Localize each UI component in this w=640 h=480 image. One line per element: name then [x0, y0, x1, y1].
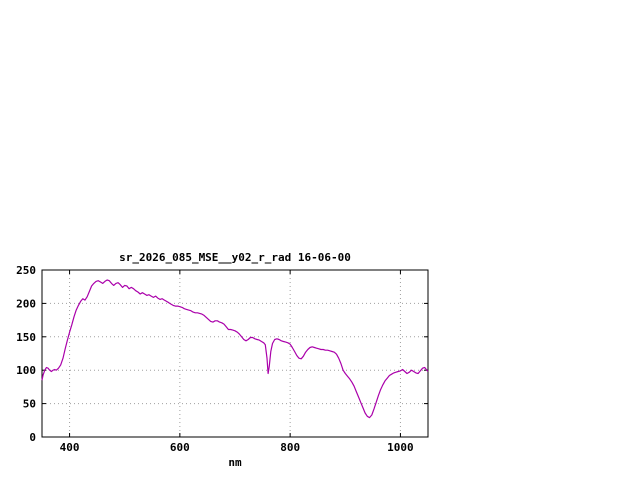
y-tick-label: 100: [16, 364, 36, 377]
x-tick-label: 600: [170, 441, 190, 454]
y-tick-label: 250: [16, 264, 36, 277]
y-tick-label: 150: [16, 331, 36, 344]
chart-title: sr_2026_085_MSE__y02_r_rad 16-06-00: [119, 251, 351, 264]
plot-border: [41, 269, 429, 438]
data-line: [41, 279, 429, 419]
y-tick-label: 0: [29, 431, 36, 444]
x-tick-label: 800: [280, 441, 300, 454]
x-axis-label: nm: [228, 456, 242, 469]
x-tick-label: 1000: [387, 441, 414, 454]
y-tick-label: 50: [23, 398, 36, 411]
y-tick-label: 200: [16, 297, 36, 310]
x-tick-label: 400: [60, 441, 80, 454]
